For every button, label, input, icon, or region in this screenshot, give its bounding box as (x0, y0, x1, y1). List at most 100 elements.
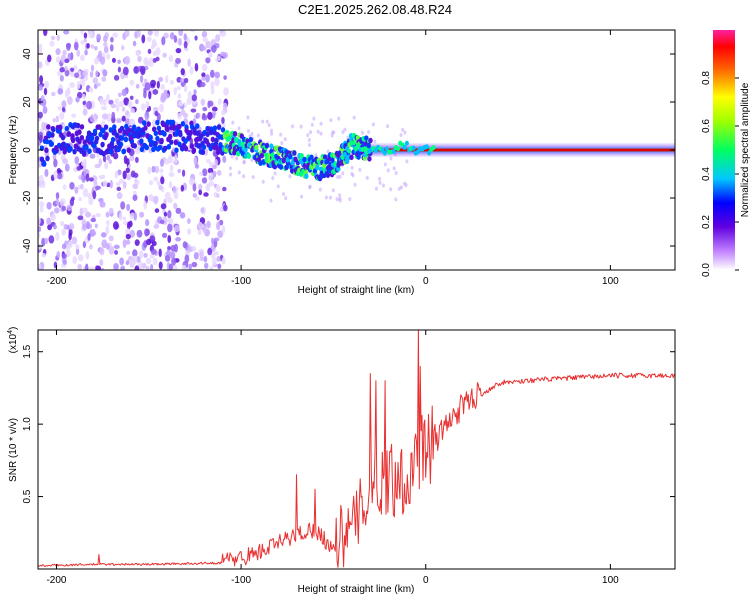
spectrogram-noise-blob (291, 124, 295, 129)
spectrogram-signal-blob (118, 141, 124, 148)
spectrogram-noise-blob (76, 166, 82, 171)
spectrogram-noise-blob (75, 247, 80, 256)
snr-y-multiplier-exponent: 4 (7, 330, 14, 334)
spectrogram-noise-blob (38, 216, 41, 226)
spectrogram-noise-blob (88, 177, 94, 182)
spectrogram-signal-blob (66, 131, 72, 137)
spectrogram-signal-blob (232, 130, 238, 137)
spectrogram-signal-blob (153, 140, 158, 147)
spectrogram-noise-blob (153, 30, 160, 37)
spectrogram-noise-blob (159, 168, 164, 174)
spectrogram-noise-blob (55, 48, 61, 56)
spectrogram-noise-blob (125, 260, 130, 266)
spectrogram-noise-blob (138, 250, 144, 259)
spectrogram-noise-blob (162, 232, 168, 239)
spectrogram-signal-blob (126, 127, 132, 134)
spectrogram-noise-blob (394, 171, 398, 176)
spectrogram-noise-blob (80, 183, 84, 190)
spectrogram-noise-blob (89, 153, 96, 159)
spectrogram-signal-blob (144, 144, 149, 151)
spectrogram-noise-blob (134, 239, 140, 246)
spectrogram-noise-blob (153, 224, 160, 229)
spectrogram-noise-blob (124, 55, 131, 65)
spectrogram-noise-blob (64, 58, 70, 64)
spectrogram-noise-blob (61, 253, 67, 259)
colorbar-tick-label: 0.0 (701, 263, 712, 277)
spectrogram-noise-blob (117, 66, 122, 73)
spectrogram-noise-blob (281, 192, 285, 197)
spectrogram-noise-blob (200, 98, 206, 106)
spectrogram-noise-blob (403, 130, 407, 135)
spectrogram-noise-blob (59, 67, 66, 73)
spectrogram-noise-blob (145, 100, 150, 109)
spectrogram-noise-blob (101, 113, 108, 120)
spectrogram-noise-blob (213, 251, 219, 256)
spectrogram-noise-blob (38, 243, 42, 251)
spectrogram-noise-blob (199, 171, 203, 176)
spectrogram-signal-blob (112, 124, 117, 130)
spectrogram-noise-blob (202, 106, 208, 112)
spectrogram-noise-blob (126, 203, 131, 212)
spectrogram-noise-blob (88, 197, 94, 206)
spectrogram-noise-blob (220, 122, 226, 129)
spectrogram-noise-blob (211, 112, 216, 119)
spectrogram-noise-blob (81, 160, 87, 167)
spectrogram-noise-blob (208, 100, 214, 107)
spectrogram-signal-blob (119, 125, 125, 132)
spectrogram-noise-blob (237, 170, 241, 175)
spectrogram-noise-blob (57, 88, 64, 95)
spectrogram-noise-blob (53, 207, 60, 214)
spectrogram-noise-blob (208, 51, 213, 59)
spectrogram-noise-blob (147, 30, 153, 36)
spectrogram-noise-blob (98, 50, 103, 58)
spectrogram-y-ticks: -40 -20 0 20 40 (22, 48, 675, 253)
spectrogram-noise-blob (85, 173, 90, 182)
spectrogram-noise-blob (246, 115, 250, 120)
spectrogram-noise-blob (154, 165, 160, 174)
spectrogram-noise-blob (132, 183, 139, 190)
spectrogram-noise-blob (222, 102, 228, 111)
spectrogram-noise-blob (129, 79, 135, 86)
spectrogram-noise-blob (142, 262, 147, 269)
spectrogram-noise-blob (250, 132, 254, 137)
spectrogram-noise-blob (150, 248, 157, 255)
spectrogram-noise-blob (373, 139, 377, 144)
spectrogram-noise-blob (167, 235, 172, 243)
spectrogram-signal-blob (427, 150, 432, 156)
spectrogram-noise-blob (155, 56, 160, 62)
spectrogram-noise-blob (219, 30, 225, 33)
spectrogram-noise-blob (200, 206, 207, 215)
spectrogram-noise-blob (69, 222, 75, 230)
spectrogram-noise-blob (153, 195, 159, 205)
spectrogram-noise-blob (209, 69, 215, 79)
spectrogram-noise-blob (214, 71, 221, 79)
spectrogram-noise-blob (273, 171, 277, 176)
spectrogram-noise-blob (153, 106, 159, 112)
spectrogram-noise-blob (109, 44, 114, 52)
spectrogram-noise-blob (211, 44, 217, 53)
spectrogram-noise-blob (115, 182, 121, 187)
spectrogram-noise-blob (201, 72, 206, 78)
spectrogram-noise-blob (186, 97, 192, 105)
spectrogram-noise-blob (50, 213, 56, 222)
spectrogram-signal-blob (57, 124, 63, 131)
spectrogram-noise-blob (221, 109, 226, 116)
spectrogram-noise-blob (212, 164, 217, 169)
spectrogram-signal-blob (355, 135, 361, 141)
spectrogram-noise-blob (87, 233, 91, 241)
spectrogram-noise-blob (95, 265, 102, 270)
spectrogram-noise-blob (111, 57, 116, 63)
spectrogram-noise-blob (90, 44, 95, 49)
spectrogram-noise-blob (106, 220, 110, 226)
spectrogram-noise-blob (70, 67, 75, 72)
spectrogram-noise-blob (159, 103, 164, 113)
spectrogram-noise-blob (205, 74, 210, 83)
colorbar-label: Normalized spectral amplitude (740, 82, 750, 217)
spectrogram-noise-blob (216, 221, 221, 231)
spectrogram-noise-blob (82, 188, 89, 198)
spectrogram-noise-blob (41, 121, 46, 131)
spectrogram-noise-blob (124, 30, 130, 38)
spectrogram-noise-blob (175, 57, 182, 64)
spectrogram-noise-blob (371, 122, 375, 127)
